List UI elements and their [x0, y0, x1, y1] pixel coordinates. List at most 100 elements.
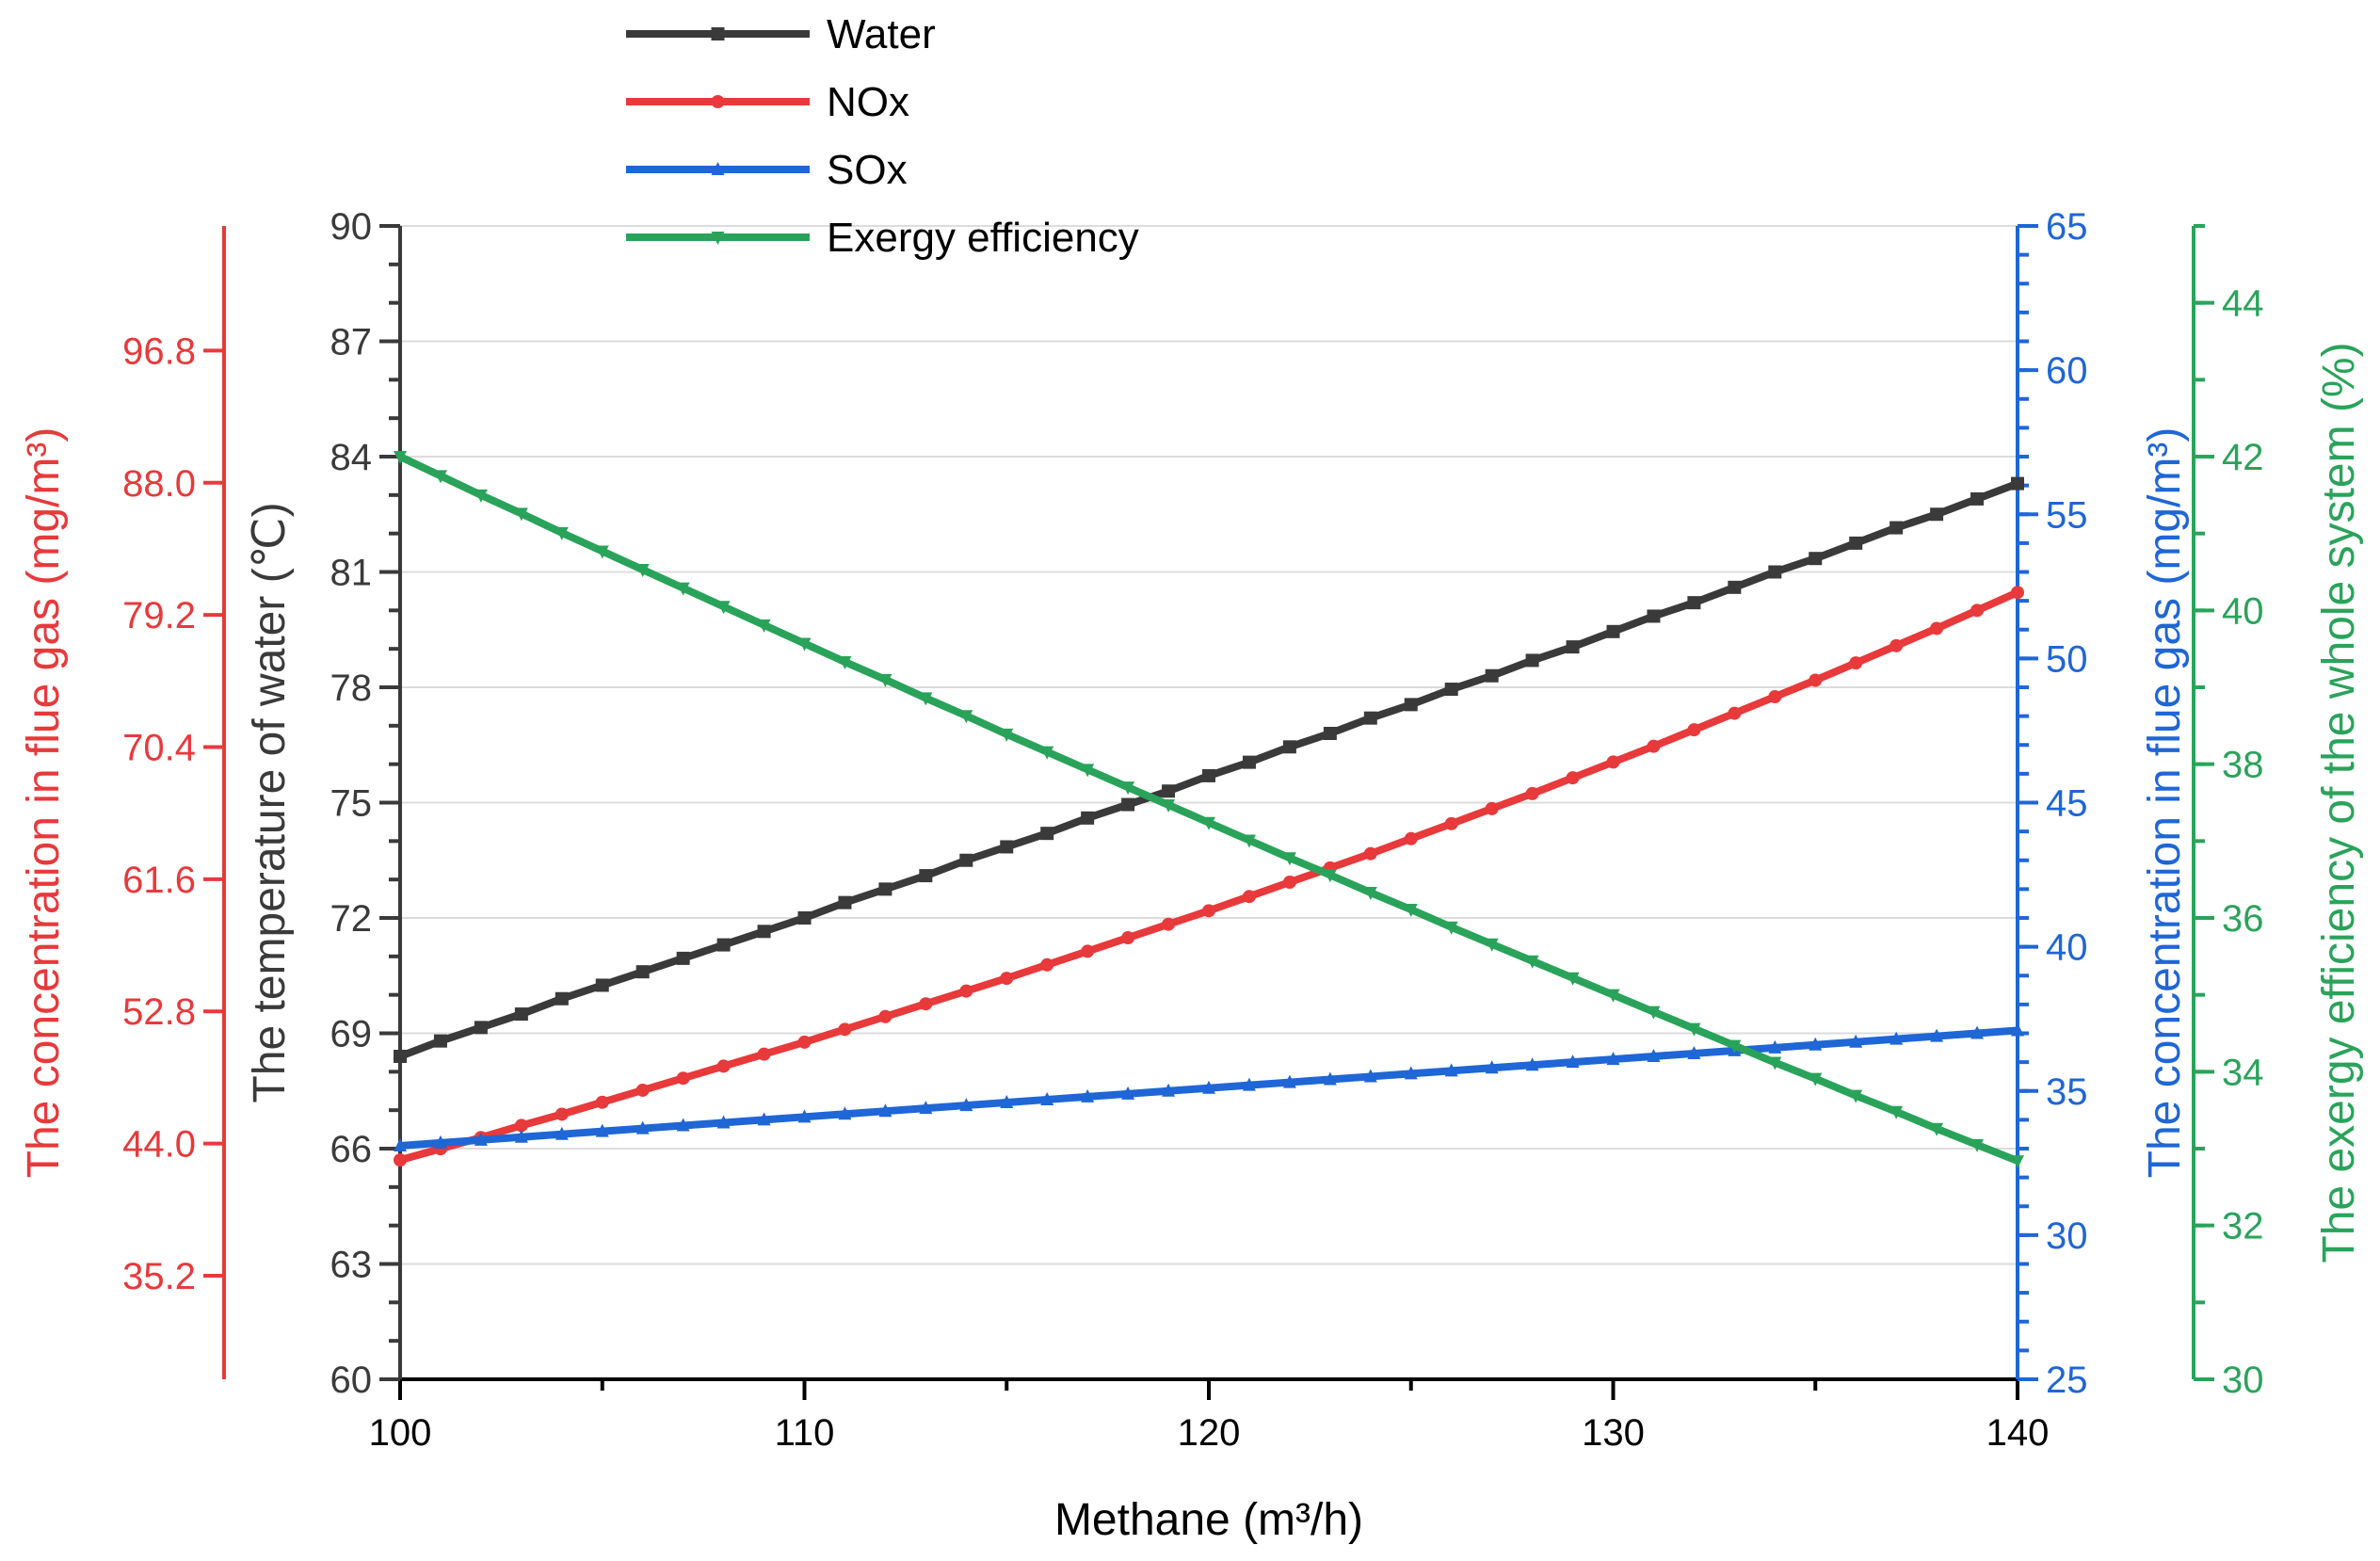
- data-point: [1202, 816, 1215, 830]
- data-point: [1444, 1063, 1458, 1077]
- data-point: [555, 526, 569, 540]
- data-point: [1485, 668, 1499, 683]
- legend: Water NOx SOx Exergy efficiency: [626, 11, 1139, 261]
- data-point: [1768, 690, 1782, 704]
- data-point: [1566, 640, 1580, 654]
- data-point: [1728, 1039, 1742, 1054]
- data-point: [1202, 904, 1215, 918]
- data-point: [1282, 876, 1296, 890]
- left-inner-axis-title: The temperature of water (℃): [245, 502, 295, 1102]
- right-outer-tick-label: 36: [2222, 898, 2264, 940]
- data-point: [1647, 739, 1661, 753]
- data-point: [1606, 989, 1620, 1003]
- data-point: [1485, 938, 1499, 952]
- right-inner-axis-title: The concentration in flue gas (mg/m³): [2140, 427, 2190, 1179]
- data-point: [1444, 683, 1458, 697]
- data-point: [2011, 1022, 2024, 1037]
- data-point: [635, 965, 650, 979]
- data-point: [595, 1123, 609, 1137]
- data-point: [959, 1098, 973, 1112]
- data-point: [1323, 727, 1337, 740]
- data-point: [919, 692, 933, 706]
- data-point: [1121, 931, 1135, 945]
- right-outer-tick-label: 38: [2222, 745, 2264, 786]
- data-point: [1444, 816, 1458, 830]
- data-point: [1363, 887, 1377, 901]
- data-point: [1849, 1089, 1863, 1103]
- data-point: [1121, 781, 1135, 796]
- data-point: [1040, 958, 1054, 972]
- data-point: [1323, 869, 1337, 883]
- x-axis-title: Methane (m³/h): [1054, 1495, 1363, 1545]
- data-point: [2011, 586, 2024, 600]
- data-point: [1849, 1034, 1863, 1048]
- data-point: [676, 1071, 690, 1086]
- data-point: [757, 925, 771, 939]
- left-inner-tick-label: 72: [330, 898, 373, 940]
- data-point: [1040, 827, 1054, 841]
- data-point: [1242, 1077, 1256, 1091]
- data-point: [1485, 1060, 1499, 1074]
- data-point: [474, 489, 488, 503]
- right-inner-tick-label: 45: [2046, 783, 2088, 825]
- data-point: [838, 1022, 852, 1037]
- data-point: [878, 1103, 892, 1118]
- data-point: [474, 1132, 488, 1146]
- data-point: [1809, 1072, 1823, 1086]
- data-point: [433, 1034, 447, 1048]
- data-point: [514, 1129, 528, 1143]
- left-inner-tick-label: 66: [330, 1129, 373, 1170]
- data-point: [1202, 768, 1215, 782]
- series-line-exergy-efficiency: [398, 453, 2019, 1165]
- data-point: [595, 978, 609, 992]
- data-point: [797, 911, 812, 925]
- data-point: [1687, 723, 1701, 737]
- data-point: [1930, 621, 1944, 636]
- data-point: [716, 601, 731, 615]
- data-point: [474, 1021, 488, 1035]
- data-point: [555, 1107, 569, 1121]
- left-outer-tick-label: 96.8: [122, 330, 196, 372]
- data-point: [635, 1083, 650, 1097]
- left-outer-tick-label: 44.0: [122, 1124, 196, 1166]
- left-inner-tick-label: 63: [330, 1245, 373, 1286]
- right-inner-tick-label: 25: [2046, 1360, 2088, 1401]
- data-point: [919, 869, 933, 883]
- data-point: [1121, 797, 1135, 812]
- right-outer-axis-title: The exergy efficiency of the whole syste…: [2314, 342, 2364, 1263]
- series-group: [394, 451, 2024, 1169]
- legend-label: Water: [827, 11, 936, 57]
- x-tick-label: 100: [369, 1412, 432, 1454]
- right-inner-tick-label: 65: [2046, 206, 2088, 248]
- data-point: [1930, 507, 1944, 522]
- data-point: [1687, 596, 1701, 610]
- data-point: [635, 1120, 650, 1135]
- left-inner-tick-label: 69: [330, 1014, 373, 1055]
- data-point: [1081, 944, 1095, 958]
- data-point: [919, 997, 933, 1011]
- data-point: [595, 1095, 609, 1109]
- data-point: [838, 895, 852, 909]
- data-point: [959, 853, 973, 867]
- right-outer-tick-label: 34: [2222, 1052, 2264, 1093]
- right-inner-tick-label: 60: [2046, 350, 2088, 392]
- data-point: [1363, 711, 1377, 725]
- left-outer-axis-title: The concentration in flue gas (mg/m³): [19, 427, 69, 1179]
- legend-marker: [711, 27, 725, 40]
- data-point: [1242, 890, 1256, 904]
- data-point: [716, 1115, 731, 1129]
- left-inner-tick-label: 60: [330, 1360, 373, 1401]
- data-point: [1404, 1066, 1418, 1080]
- data-point: [1363, 846, 1377, 861]
- data-point: [1242, 834, 1256, 848]
- data-point: [1606, 624, 1620, 638]
- data-point: [797, 1109, 812, 1123]
- left-inner-tick-label: 81: [330, 553, 373, 594]
- data-point: [959, 710, 973, 724]
- data-point: [1970, 491, 1985, 506]
- data-point: [1040, 746, 1054, 760]
- series-nox: [394, 586, 2024, 1167]
- data-point: [1081, 764, 1095, 778]
- right-inner-tick-label: 50: [2046, 638, 2088, 680]
- legend-marker: [711, 162, 725, 175]
